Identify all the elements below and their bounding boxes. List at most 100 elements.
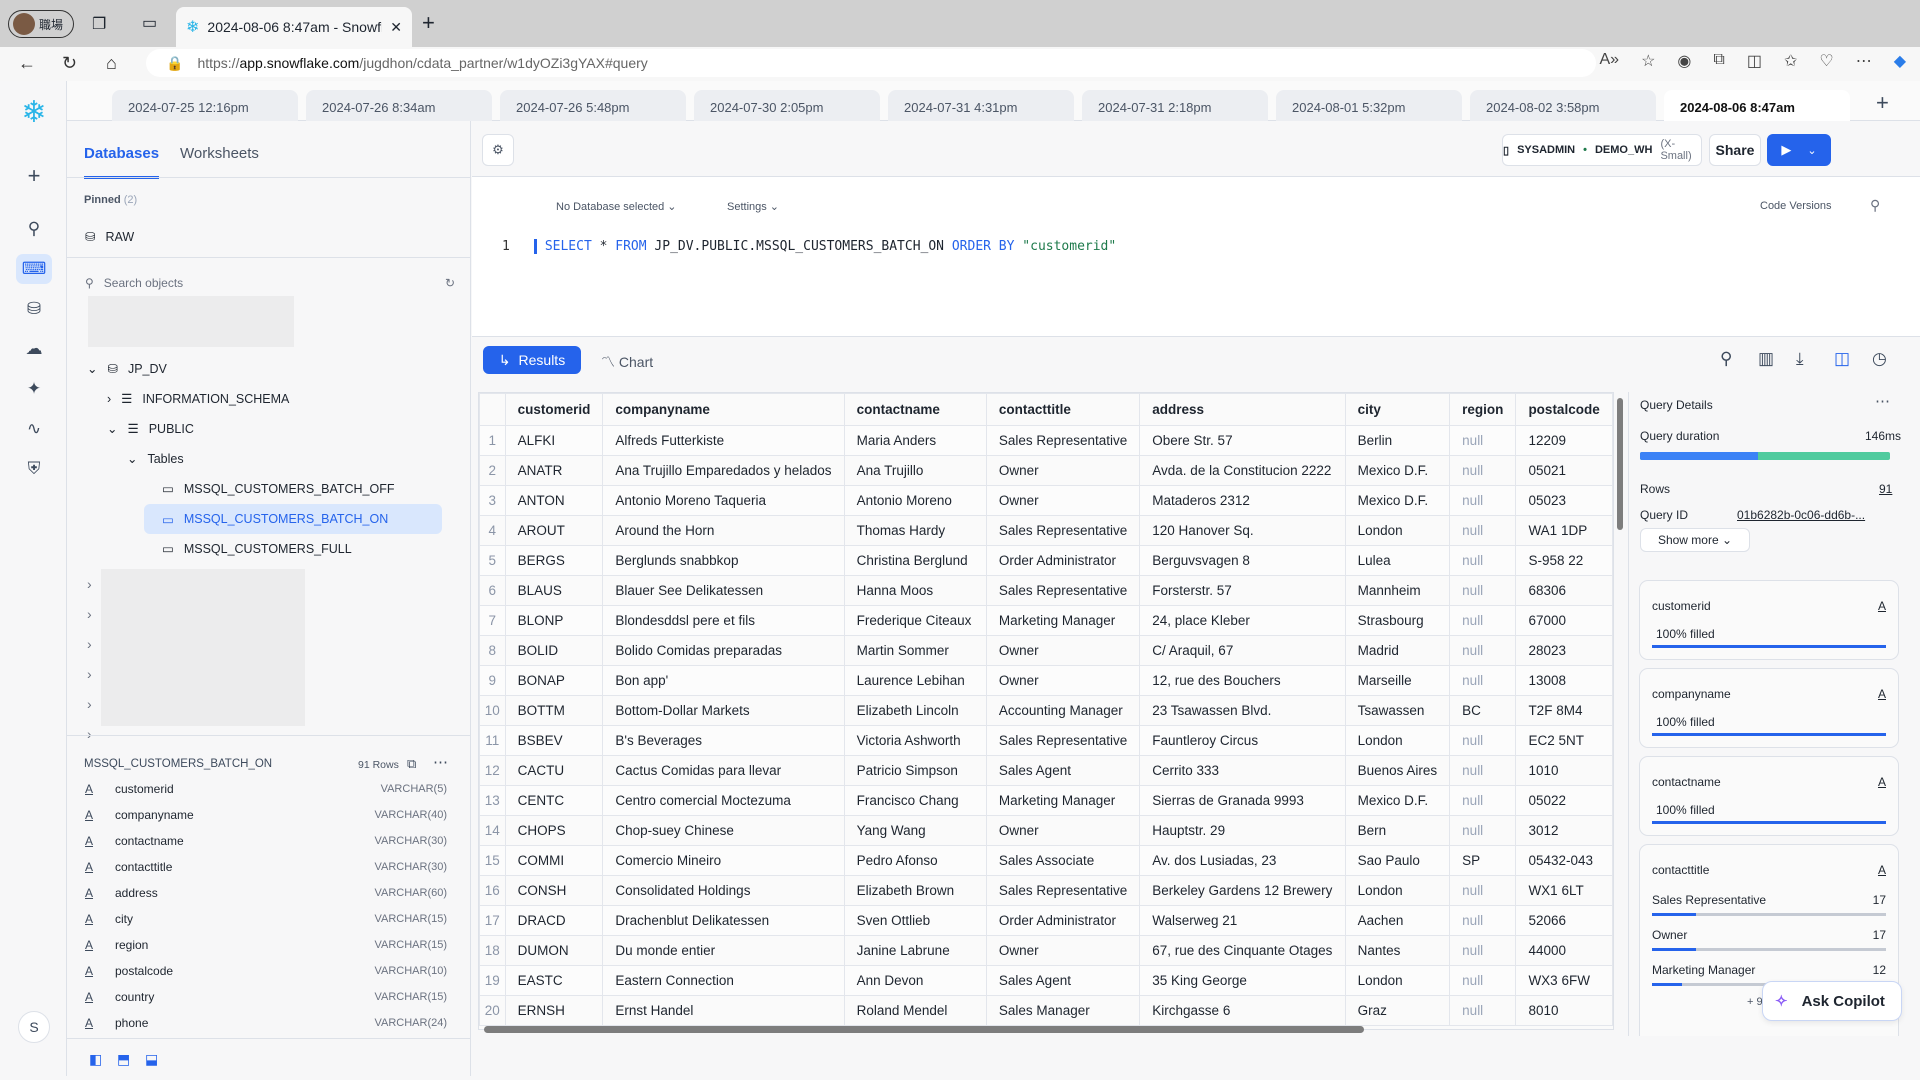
row-number[interactable]: 12 <box>479 755 506 786</box>
cell-contactname[interactable]: Victoria Ashworth <box>843 725 987 756</box>
cell-address[interactable]: Forsterstr. 57 <box>1139 575 1346 606</box>
cell-postalcode[interactable]: 05021 <box>1515 455 1613 486</box>
cell-city[interactable]: Lulea <box>1344 545 1451 576</box>
row-number[interactable]: 10 <box>479 695 506 726</box>
cell-postalcode[interactable]: WX1 6LT <box>1515 875 1613 906</box>
cell-postalcode[interactable]: 28023 <box>1515 635 1613 666</box>
worksheet-tab[interactable]: 2024-08-01 5:32pm <box>1276 90 1462 121</box>
row-number[interactable]: 9 <box>479 665 506 696</box>
cell-contacttitle[interactable]: Marketing Manager <box>985 605 1141 636</box>
query-id-link[interactable]: 01b6282b-0c06-dd6b-... <box>1737 508 1866 522</box>
database-selector[interactable]: No Database selected ⌄ <box>556 201 677 213</box>
cell-companyname[interactable]: B's Beverages <box>602 725 845 756</box>
cell-region[interactable]: null <box>1449 725 1517 756</box>
cell-contacttitle[interactable]: Marketing Manager <box>985 785 1141 816</box>
cell-companyname[interactable]: Comercio Mineiro <box>602 845 845 876</box>
cell-city[interactable]: Strasbourg <box>1344 605 1451 636</box>
cell-city[interactable]: Marseille <box>1344 665 1451 696</box>
table-row[interactable]: 19 EASTC Eastern Connection Ann Devon Sales … <box>479 965 1613 996</box>
cell-customerid[interactable]: EASTC <box>504 965 604 996</box>
cell-customerid[interactable]: ALFKI <box>504 425 604 456</box>
snowflake-logo-icon[interactable]: ❄ <box>21 95 47 129</box>
table-row[interactable]: 20 ERNSH Ernst Handel Roland Mendel Sales Ma… <box>479 995 1613 1026</box>
worksheet-tab[interactable]: 2024-07-26 5:48pm <box>500 90 686 121</box>
tab-chart[interactable]: 〽 Chart <box>601 354 654 370</box>
cell-companyname[interactable]: Cactus Comidas para llevar <box>602 755 845 786</box>
reload-icon[interactable]: ↻ <box>62 53 78 73</box>
search-results-icon[interactable]: ⚲ <box>1720 349 1733 368</box>
tree-table-full[interactable]: ▭ MSSQL_CUSTOMERS_FULL <box>162 541 352 557</box>
cell-region[interactable]: null <box>1449 965 1517 996</box>
row-number[interactable]: 2 <box>479 455 506 486</box>
worksheet-tab[interactable]: 2024-07-25 12:16pm <box>112 90 298 121</box>
ai-sparkle-icon[interactable]: ✦ <box>26 379 42 398</box>
cell-address[interactable]: Fauntleroy Circus <box>1139 725 1346 756</box>
favorite-star-icon[interactable]: ☆ <box>1641 53 1656 70</box>
cell-contactname[interactable]: Roland Mendel <box>843 995 987 1026</box>
refresh-icon[interactable]: ↻ <box>444 276 455 290</box>
split-screen-icon[interactable]: ◫ <box>1746 53 1762 70</box>
row-number[interactable]: 4 <box>479 515 506 546</box>
row-number[interactable]: 3 <box>479 485 506 516</box>
settings-dropdown[interactable]: Settings ⌄ <box>727 201 780 213</box>
cell-postalcode[interactable]: 67000 <box>1515 605 1613 636</box>
cell-region[interactable]: null <box>1449 785 1517 816</box>
cell-region[interactable]: null <box>1449 755 1517 786</box>
cell-contactname[interactable]: Maria Anders <box>843 425 987 456</box>
filters-icon[interactable]: ⚙ <box>482 134 514 166</box>
cell-contactname[interactable]: Laurence Lebihan <box>843 665 987 696</box>
row-number[interactable]: 18 <box>479 935 506 966</box>
cell-contacttitle[interactable]: Owner <box>985 815 1141 846</box>
cell-region[interactable]: null <box>1449 815 1517 846</box>
cell-region[interactable]: null <box>1449 425 1517 456</box>
table-row[interactable]: 13 CENTC Centro comercial Moctezuma Francis… <box>479 785 1613 816</box>
cell-companyname[interactable]: Drachenblut Delikatessen <box>602 905 845 936</box>
value-frequency-row[interactable]: Sales Representative 17 <box>1652 893 1886 916</box>
cell-city[interactable]: Nantes <box>1344 935 1451 966</box>
tree-schema-information-schema[interactable]: › ☰ INFORMATION_SCHEMA <box>107 391 290 407</box>
cell-region[interactable]: null <box>1449 545 1517 576</box>
more-icon[interactable]: ⋯ <box>1855 53 1872 70</box>
cell-postalcode[interactable]: 3012 <box>1515 815 1613 846</box>
cell-contacttitle[interactable]: Owner <box>985 635 1141 666</box>
cell-contacttitle[interactable]: Owner <box>985 485 1141 516</box>
table-row[interactable]: 5 BERGS Berglunds snabbkop Christina Berglu… <box>479 545 1613 576</box>
cell-customerid[interactable]: BLAUS <box>504 575 604 606</box>
row-number[interactable]: 11 <box>479 725 506 756</box>
cell-address[interactable]: Kirchgasse 6 <box>1139 995 1346 1026</box>
cell-contactname[interactable]: Francisco Chang <box>843 785 987 816</box>
cell-companyname[interactable]: Eastern Connection <box>602 965 845 996</box>
cell-city[interactable]: Graz <box>1344 995 1451 1026</box>
column-header-postalcode[interactable]: postalcode <box>1515 393 1613 426</box>
cell-postalcode[interactable]: EC2 5NT <box>1515 725 1613 756</box>
cell-companyname[interactable]: Du monde entier <box>602 935 845 966</box>
cell-address[interactable]: Berkeley Gardens 12 Brewery <box>1139 875 1346 906</box>
worksheet-tab[interactable]: 2024-08-06 8:47am <box>1664 90 1850 121</box>
cell-customerid[interactable]: BLONP <box>504 605 604 636</box>
code-versions-button[interactable]: Code Versions <box>1760 200 1832 212</box>
column-card-contactname[interactable]: contactname A 100% filled <box>1639 756 1899 836</box>
cell-contacttitle[interactable]: Owner <box>985 455 1141 486</box>
cell-city[interactable]: Aachen <box>1344 905 1451 936</box>
cell-customerid[interactable]: ERNSH <box>504 995 604 1026</box>
cell-address[interactable]: Hauptstr. 29 <box>1139 815 1346 846</box>
table-row[interactable]: 17 DRACD Drachenblut Delikatessen Sven Ottl… <box>479 905 1613 936</box>
column-header-region[interactable]: region <box>1449 393 1517 426</box>
cell-region[interactable]: null <box>1449 605 1517 636</box>
cell-address[interactable]: Avda. de la Constitucion 2222 <box>1139 455 1346 486</box>
close-tab-icon[interactable]: ✕ <box>390 18 402 35</box>
home-icon[interactable]: ⌂ <box>106 53 117 73</box>
cell-companyname[interactable]: Bon app' <box>602 665 845 696</box>
cell-region[interactable]: null <box>1449 635 1517 666</box>
cell-contactname[interactable]: Ann Devon <box>843 965 987 996</box>
extensions-icon[interactable]: ⧉ <box>1713 51 1725 68</box>
cell-companyname[interactable]: Berglunds snabbkop <box>602 545 845 576</box>
code-line-1[interactable]: 1 SELECT * FROM JP_DV.PUBLIC.MSSQL_CUSTO… <box>502 239 1116 254</box>
cell-contacttitle[interactable]: Sales Representative <box>985 725 1141 756</box>
cell-city[interactable]: Mexico D.F. <box>1344 785 1451 816</box>
row-number[interactable]: 15 <box>479 845 506 876</box>
cell-contacttitle[interactable]: Sales Representative <box>985 875 1141 906</box>
cell-postalcode[interactable]: 52066 <box>1515 905 1613 936</box>
cell-customerid[interactable]: CONSH <box>504 875 604 906</box>
